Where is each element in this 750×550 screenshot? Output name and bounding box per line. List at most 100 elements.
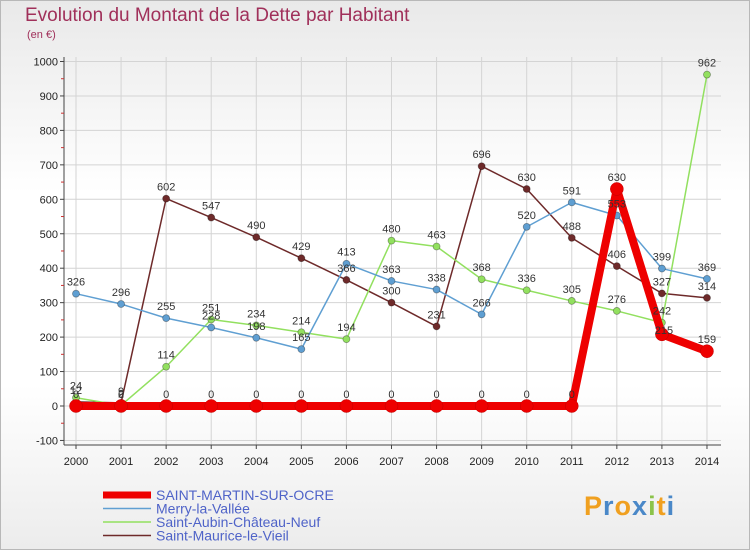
data-label: 234 <box>247 308 265 320</box>
data-label: 314 <box>698 281 716 293</box>
x-tick-label: 2002 <box>154 456 178 468</box>
data-point <box>387 236 396 245</box>
data-label: 490 <box>247 220 265 232</box>
x-tick-label: 2012 <box>605 456 629 468</box>
data-label: 338 <box>427 273 445 285</box>
data-point <box>474 399 489 413</box>
series <box>69 70 714 413</box>
data-label: 300 <box>382 286 400 298</box>
data-label: 198 <box>247 321 265 333</box>
data-point <box>610 182 624 196</box>
legend: SAINT-MARTIN-SUR-OCREMerry-la-ValléeSain… <box>103 487 334 544</box>
data-point <box>477 275 486 284</box>
data-label: 2 <box>118 388 124 400</box>
legend-label: Saint-Aubin-Château-Neuf <box>156 514 320 530</box>
data-point <box>700 344 714 358</box>
data-point <box>703 274 711 283</box>
data-label: 0 <box>433 389 439 401</box>
data-point <box>252 233 261 242</box>
data-label: 520 <box>518 210 536 222</box>
chart-title: Evolution du Montant de la Dette par Hab… <box>25 5 410 26</box>
data-label: 159 <box>698 334 716 346</box>
data-point <box>162 362 171 371</box>
data-label: 251 <box>202 303 220 315</box>
data-label: 463 <box>427 229 445 241</box>
y-tick-label: 300 <box>40 298 58 310</box>
logo-letter: i <box>648 491 657 521</box>
data-label: 0 <box>343 389 349 401</box>
data-point <box>658 264 666 273</box>
data-point <box>432 242 441 251</box>
data-label: 0 <box>253 389 259 401</box>
data-label: 336 <box>518 273 536 285</box>
y-tick-label: 600 <box>40 194 58 206</box>
x-tick-label: 2003 <box>199 456 223 468</box>
y-tick-label: 500 <box>40 229 58 241</box>
data-label: 276 <box>608 294 626 306</box>
logo-letter: t <box>656 491 667 521</box>
data-point <box>519 399 534 413</box>
x-tick-label: 2013 <box>650 456 674 468</box>
data-label: 363 <box>382 264 400 276</box>
data-label: 165 <box>292 332 310 344</box>
legend-label: SAINT-MARTIN-SUR-OCRE <box>156 487 334 503</box>
data-label: 0 <box>163 389 169 401</box>
data-point <box>159 399 173 413</box>
data-point <box>297 254 306 263</box>
data-point <box>342 259 351 268</box>
data-label: 368 <box>472 262 490 274</box>
y-tick-label: 0 <box>52 401 58 413</box>
data-label: 399 <box>653 252 671 264</box>
data-point <box>72 289 80 298</box>
data-point <box>294 399 309 413</box>
y-tick-label: 900 <box>40 91 58 103</box>
data-label: 214 <box>292 315 310 327</box>
data-point <box>117 300 125 308</box>
data-label: 0 <box>208 389 214 401</box>
data-label: 231 <box>427 309 445 321</box>
data-point <box>204 399 218 413</box>
data-point <box>342 335 351 344</box>
data-label: 366 <box>337 263 355 275</box>
x-tick-label: 2005 <box>289 456 313 468</box>
data-label: 24 <box>70 381 82 393</box>
data-point <box>429 399 444 413</box>
y-tick-label: 800 <box>40 125 58 137</box>
data-point <box>207 213 216 222</box>
data-point <box>567 198 576 207</box>
data-label: 0 <box>569 389 575 401</box>
data-point <box>522 222 531 231</box>
axes: -100010020030040050060070080090010002000… <box>34 57 721 468</box>
y-tick-label: 700 <box>40 160 58 172</box>
data-label: 215 <box>655 325 673 337</box>
data-point <box>69 399 83 413</box>
data-point <box>432 285 441 294</box>
proxiti-logo: Proxiti <box>584 491 675 522</box>
data-point <box>162 314 171 323</box>
data-label: 602 <box>157 182 175 194</box>
data-point <box>207 323 216 332</box>
data-label: 962 <box>698 58 716 70</box>
data-label: 0 <box>118 389 124 401</box>
data-label: 0 <box>524 389 530 401</box>
data-label: 326 <box>67 277 85 289</box>
data-label: 327 <box>653 276 671 288</box>
data-label: 630 <box>608 172 626 184</box>
data-point <box>387 298 396 307</box>
logo-letter: P <box>584 491 604 521</box>
data-label: 255 <box>157 301 175 313</box>
data-point <box>297 328 306 337</box>
data-point <box>655 327 669 342</box>
logo-letter: x <box>632 491 649 521</box>
data-label: 413 <box>337 247 355 259</box>
x-tick-label: 2008 <box>424 456 448 468</box>
x-tick-label: 2010 <box>514 456 538 468</box>
x-tick-label: 2011 <box>560 456 584 468</box>
data-point <box>477 162 486 171</box>
data-point <box>703 293 711 302</box>
data-label: 228 <box>202 310 220 322</box>
x-tick-label: 2006 <box>334 456 358 468</box>
data-label: 630 <box>518 172 536 184</box>
data-label: 242 <box>653 306 671 318</box>
